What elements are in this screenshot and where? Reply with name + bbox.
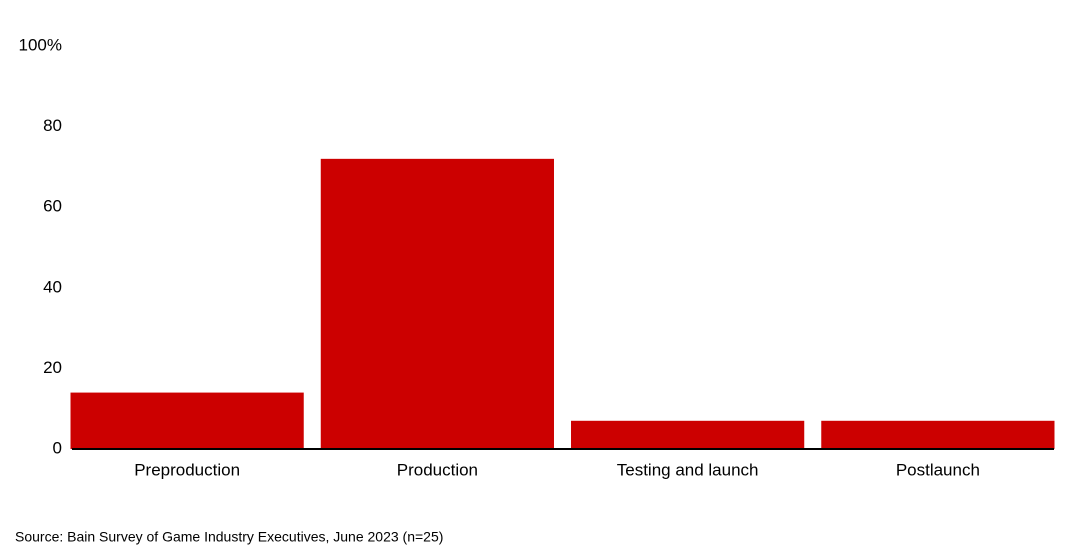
y-tick-label: 0 — [53, 438, 62, 457]
bar — [571, 420, 805, 449]
y-tick-label: 40 — [43, 277, 62, 296]
bar — [70, 392, 304, 449]
x-tick-label: Production — [397, 460, 478, 479]
y-tick-label: 60 — [43, 197, 62, 216]
x-tick-label: Preproduction — [134, 460, 240, 479]
x-tick-label: Postlaunch — [896, 460, 980, 479]
y-tick-label: 100% — [19, 35, 62, 54]
y-tick-label: 20 — [43, 358, 62, 377]
x-tick-label: Testing and launch — [617, 460, 759, 479]
bar — [320, 158, 554, 449]
bar — [821, 420, 1055, 449]
y-tick-label: 80 — [43, 116, 62, 135]
source-note: Source: Bain Survey of Game Industry Exe… — [15, 529, 443, 545]
